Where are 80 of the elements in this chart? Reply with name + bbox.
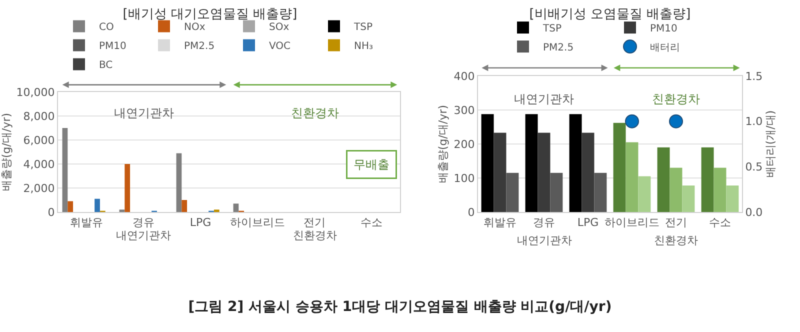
text: 내연기관차 xyxy=(517,234,572,247)
bar xyxy=(638,176,651,212)
x-tick-label: 휘발유 xyxy=(70,216,103,230)
text: 친환경차 xyxy=(654,234,698,247)
legend-label: TSP xyxy=(353,22,372,34)
y-axis-title: 배출량(g/대/yr) xyxy=(436,104,450,184)
y-tick-label: 300 xyxy=(454,104,475,117)
bar xyxy=(62,128,68,212)
x-tick-label: 경유 xyxy=(533,216,555,230)
x-tick-label: 휘발유 xyxy=(484,216,516,230)
x-tick-label: 전기 xyxy=(304,216,326,230)
y-tick-label: 8,000 xyxy=(23,110,55,123)
legend-label: VOC xyxy=(269,41,291,52)
x-tick-label: 전기 xyxy=(665,216,687,230)
y-axis-title: 배출량(g/대/yr) xyxy=(0,112,13,192)
y-tick-label: 0 xyxy=(48,206,55,219)
annotation: 내연기관차 xyxy=(514,92,574,106)
annotation: 내연기관차 xyxy=(114,106,174,120)
bar xyxy=(726,185,739,212)
legend-label: SOx xyxy=(269,22,290,34)
bar xyxy=(657,147,670,212)
y2-tick-label: 1.0 xyxy=(745,115,763,128)
legend-label: PM10 xyxy=(99,41,126,52)
y2-tick-label: 0.0 xyxy=(745,206,763,219)
legend-label: PM2.5 xyxy=(184,41,215,52)
bar xyxy=(233,204,239,212)
chart-title: [비배기성 오염물질 배출량] xyxy=(529,6,691,22)
bar xyxy=(506,172,519,212)
y2-axis-title: 배터리(개/대) xyxy=(764,110,777,178)
x-tick-label: 하이브리드 xyxy=(230,216,285,230)
bar xyxy=(550,172,563,212)
legend-label: NOx xyxy=(184,22,206,34)
x-tick-label: 경유 xyxy=(132,216,154,230)
legend-label: 배터리 xyxy=(650,42,680,54)
legend-label: TSP xyxy=(542,23,562,34)
bar xyxy=(626,142,638,212)
bar xyxy=(481,114,494,212)
bar xyxy=(701,147,714,212)
legend-label: NH₃ xyxy=(354,41,374,52)
x-tick-label: 하이브리드 xyxy=(604,216,660,230)
bar xyxy=(525,114,538,212)
x-tick-label: 수소 xyxy=(709,216,731,230)
y-tick-label: 2,000 xyxy=(23,182,55,195)
y2-tick-label: 0.5 xyxy=(745,160,763,174)
annotation: 무배출 xyxy=(354,158,390,172)
bar xyxy=(714,168,726,212)
bar xyxy=(613,122,626,212)
bar xyxy=(94,198,100,212)
legend-label: BC xyxy=(99,60,113,72)
legend-label: PM10 xyxy=(650,23,678,34)
bar xyxy=(494,132,506,212)
y-tick-label: 6,000 xyxy=(23,134,55,147)
legend-label: CO xyxy=(99,22,114,34)
y-tick-label: 400 xyxy=(454,70,475,83)
bar xyxy=(124,164,130,212)
bar xyxy=(176,153,182,212)
bar xyxy=(582,132,594,212)
bar xyxy=(594,172,607,212)
y2-tick-label: 1.5 xyxy=(745,70,763,83)
bar xyxy=(682,185,695,212)
bar xyxy=(538,132,550,212)
bar xyxy=(670,168,682,212)
bar xyxy=(68,201,74,212)
x-tick-label: 수소 xyxy=(360,216,382,230)
legend-label: PM2.5 xyxy=(543,42,574,54)
y-tick-label: 200 xyxy=(454,138,475,151)
y-tick-label: 100 xyxy=(454,172,475,185)
bar xyxy=(182,200,188,212)
y-tick-label: 10,000 xyxy=(16,86,55,99)
y-tick-label: 0 xyxy=(468,206,475,219)
text: 내연기관차 xyxy=(116,229,171,242)
y-tick-label: 4,000 xyxy=(23,158,55,171)
text: 친환경차 xyxy=(293,229,337,242)
text: [그림 2] 서울시 승용차 1대당 대기오염물질 배출량 비교(g/대/yr) xyxy=(187,298,613,316)
annotation: 친환경차 xyxy=(652,92,700,106)
chart-title: [배기성 대기오염물질 배출량] xyxy=(122,6,298,22)
x-tick-label: LPG xyxy=(190,216,212,230)
x-tick-label: LPG xyxy=(577,216,599,230)
bar xyxy=(569,114,582,212)
annotation: 친환경차 xyxy=(291,106,339,120)
